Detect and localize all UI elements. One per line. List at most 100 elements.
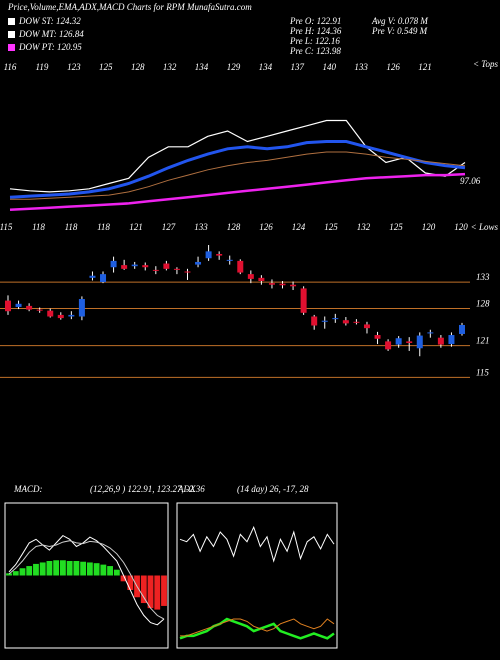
chart-title: Price,Volume,EMA,ADX,MACD Charts for RPM… (7, 2, 252, 12)
histogram-bar (39, 562, 46, 576)
low-label: 128 (227, 222, 241, 232)
low-label: 120 (422, 222, 436, 232)
candle-body (5, 300, 11, 312)
low-label: 133 (194, 222, 208, 232)
pre-low: Pre L: 122.16 (289, 36, 340, 46)
candle-body (437, 337, 444, 345)
pre-high: Pre H: 124.36 (289, 26, 342, 36)
histogram-bar (127, 575, 134, 590)
legend-label: DOW PT: 120.95 (18, 42, 82, 52)
top-label: 128 (131, 62, 145, 72)
y-tick-label: 115 (476, 367, 489, 377)
candle-body (237, 260, 244, 273)
low-label: 120 (454, 222, 468, 232)
top-label: 126 (386, 62, 400, 72)
candle-body (342, 320, 349, 324)
candle-body (184, 271, 191, 273)
low-label: 124 (292, 222, 306, 232)
histogram-bar (86, 562, 93, 576)
candle-body (121, 265, 128, 269)
legend-label: DOW ST: 124.32 (18, 16, 81, 26)
panel-subtitle: (12,26,9 ) 122.91, 123.27, -2.36 (90, 484, 205, 494)
candle-body (385, 341, 392, 350)
histogram-bar (46, 561, 53, 576)
candle-body (89, 275, 96, 278)
panel-title: ADX (177, 484, 196, 494)
last-value-label: 97.06 (460, 176, 481, 186)
histogram-bar (60, 560, 66, 576)
histogram-bar (19, 568, 26, 576)
histogram-bar (147, 575, 154, 609)
low-label: 118 (97, 222, 110, 232)
candle-body (279, 283, 286, 286)
histogram-bar (161, 575, 167, 606)
candle-body (15, 303, 22, 307)
top-label: 125 (99, 62, 113, 72)
pre-close: Pre C: 123.98 (289, 46, 341, 56)
candle-body (47, 310, 54, 317)
low-label: 125 (389, 222, 403, 232)
histogram-bar (6, 573, 12, 576)
series-line (9, 172, 466, 212)
histogram-bar (33, 563, 39, 576)
candle-body (26, 305, 33, 310)
histogram-bar (66, 561, 73, 576)
top-label: 129 (227, 62, 241, 72)
candle-body (78, 299, 85, 317)
low-label: 132 (357, 222, 371, 232)
candle-body (205, 251, 212, 259)
histogram-bar (80, 561, 87, 576)
low-label: 115 (0, 222, 13, 232)
top-label: 140 (322, 62, 336, 72)
histogram-bar (53, 560, 60, 576)
histogram-bar (154, 575, 161, 610)
candle-body (68, 314, 75, 317)
candle-body (110, 260, 117, 268)
candle-body (247, 274, 254, 279)
candle-body (268, 283, 275, 285)
low-label: 118 (32, 222, 45, 232)
candle-body (374, 335, 381, 339)
histogram-bar (120, 575, 127, 582)
side-label: < Lows (471, 222, 499, 232)
candle-body (300, 288, 307, 313)
histogram-bar (12, 571, 19, 576)
low-label: 125 (324, 222, 338, 232)
side-label: < Tops (473, 59, 499, 69)
top-label: 116 (4, 62, 17, 72)
candle-body (131, 264, 138, 267)
candle-body (395, 338, 402, 345)
candle-body (152, 269, 159, 271)
y-tick-label: 128 (476, 299, 490, 309)
low-label: 127 (162, 222, 176, 232)
histogram-bar (26, 566, 33, 576)
legend-swatch (8, 31, 15, 38)
panel-frame (176, 502, 338, 649)
low-label: 121 (129, 222, 143, 232)
avg-volume: Avg V: 0.078 M (371, 16, 428, 26)
candle-body (459, 324, 465, 334)
series-line (10, 151, 466, 200)
histogram-bar (93, 563, 100, 576)
panel-frame (4, 502, 169, 649)
candle-body (353, 321, 360, 323)
candle-body (416, 335, 423, 349)
candle-body (448, 335, 455, 345)
low-label: 118 (65, 222, 78, 232)
candle-body (321, 320, 328, 322)
panel-subtitle: (14 day) 26, -17, 28 (237, 484, 309, 494)
candle-body (57, 314, 64, 319)
candle-body (100, 274, 107, 283)
candle-body (290, 284, 297, 287)
series-line (8, 540, 165, 620)
series-line (179, 617, 335, 640)
top-label: 134 (259, 62, 273, 72)
histogram-bar (73, 561, 80, 576)
candle-body (216, 254, 223, 256)
candle-body (226, 259, 233, 261)
candle-body (363, 324, 370, 329)
candle-body (163, 263, 170, 269)
legend-swatch (8, 44, 15, 51)
candle-body (332, 318, 339, 320)
